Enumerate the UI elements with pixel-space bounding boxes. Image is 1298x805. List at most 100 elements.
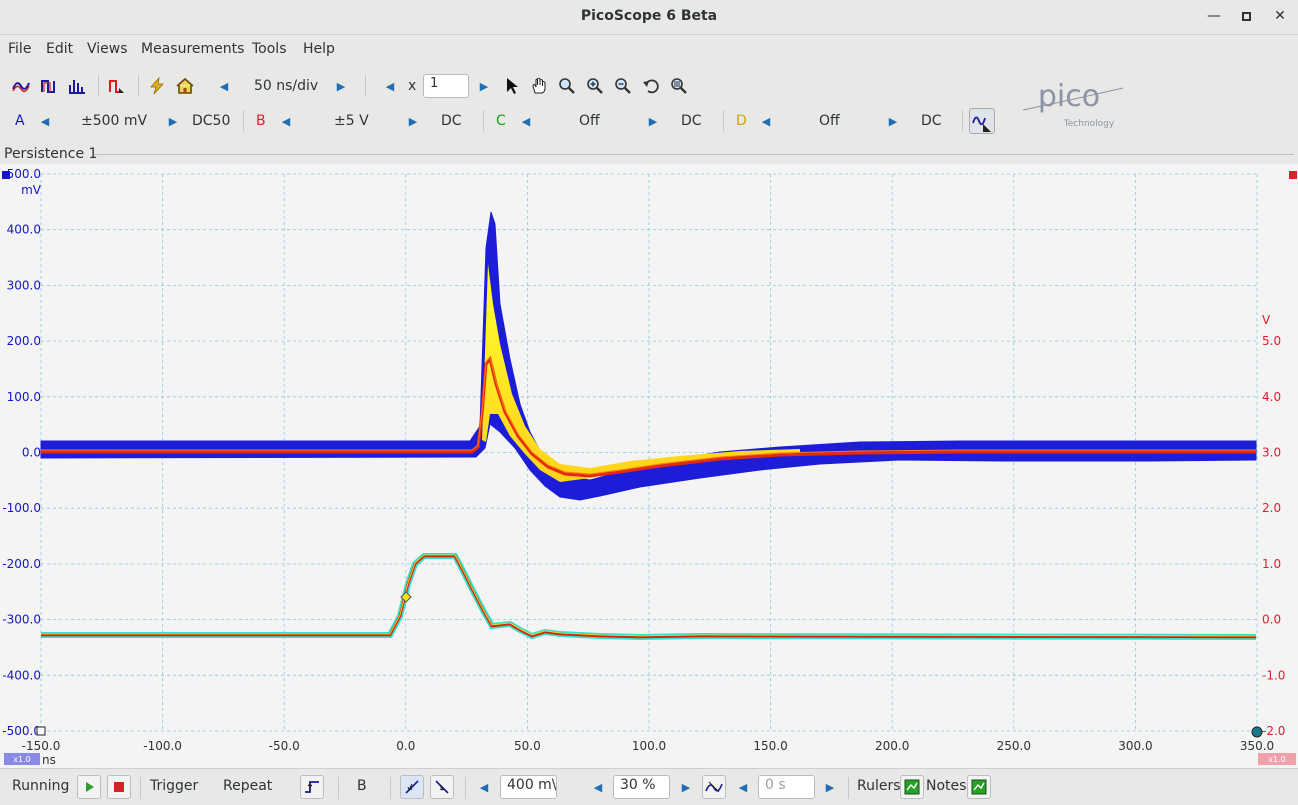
advanced-trigger-button[interactable]	[702, 775, 726, 799]
persistence-plot[interactable]: 500.0 400.0 300.0 200.0 100.0 0.0 -100.0 -200.0…	[0, 164, 1298, 768]
channel-d-range[interactable]: Off	[819, 113, 840, 129]
menu-edit[interactable]: Edit	[46, 41, 74, 57]
channel-b-range-increase-arrow[interactable]: ▶	[408, 115, 418, 128]
channel-c-range-decrease-arrow[interactable]: ◀	[521, 115, 531, 128]
minimize-button[interactable]: —	[1207, 8, 1221, 24]
left-axis: 500.0 400.0 300.0 200.0 100.0 0.0 -100.0 -200.0…	[2, 167, 41, 738]
channel-c-range[interactable]: Off	[579, 113, 600, 129]
time-ruler-handle-right[interactable]	[1251, 726, 1263, 738]
left-tick-label: 300.0	[7, 278, 41, 292]
channel-toolbar: A ◀ ±500 mV ▶ DC50( B ◀ ±5 V ▶ DC C ◀ Of…	[0, 104, 1000, 138]
channel-b-range[interactable]: ±5 V	[334, 113, 369, 129]
plot-area[interactable]: 500.0 400.0 300.0 200.0 100.0 0.0 -100.0 -200.0…	[0, 164, 1298, 768]
right-tick-label: -2.0	[1262, 724, 1285, 738]
view-tab-label[interactable]: Persistence 1	[4, 146, 98, 162]
time-ruler-handle[interactable]	[36, 726, 46, 736]
right-tick-label: -1.0	[1262, 668, 1285, 682]
left-scale-badge[interactable]	[4, 753, 40, 765]
pointer-tool-icon[interactable]	[503, 77, 521, 95]
trigger-level-input[interactable]: 400 m\	[500, 775, 557, 799]
pico-technology-logo: pico Technology	[1022, 79, 1124, 129]
scope-mode-icon[interactable]	[12, 77, 30, 95]
zoom-decrease-arrow[interactable]: ◀	[385, 80, 395, 93]
channel-options-button[interactable]	[969, 108, 995, 134]
trigger-type-button[interactable]	[300, 775, 324, 799]
channel-b-label[interactable]: B	[256, 113, 266, 129]
zoom-in-icon[interactable]	[586, 77, 604, 95]
lightning-icon[interactable]	[148, 77, 166, 95]
channel-d-range-decrease-arrow[interactable]: ◀	[761, 115, 771, 128]
channel-b-range-decrease-arrow[interactable]: ◀	[281, 115, 291, 128]
menu-file[interactable]: File	[8, 41, 32, 57]
trigger-channel[interactable]: B	[357, 778, 367, 794]
notes-icon	[971, 779, 987, 795]
time-tick-label: 0.0	[396, 739, 415, 753]
menu-views[interactable]: Views	[87, 41, 128, 57]
capture-toolbar: ◀ 50 ns/div ▶ ◀ x 1 ▶	[0, 68, 1000, 104]
spectrum-mode-icon[interactable]	[68, 77, 86, 95]
home-icon[interactable]	[176, 77, 194, 95]
view-tab-header: Persistence 1	[0, 146, 1298, 164]
trigger-level-decrease-arrow[interactable]: ◀	[479, 781, 489, 794]
menu-measurements[interactable]: Measurements	[141, 41, 245, 57]
channel-a-offset-handle[interactable]	[2, 171, 10, 179]
rulers-button[interactable]	[900, 775, 924, 799]
channel-a-coupling[interactable]: DC50(	[192, 113, 230, 129]
pretrigger-input[interactable]: 30 %	[613, 775, 670, 799]
notes-button[interactable]	[967, 775, 991, 799]
zoom-out-icon[interactable]	[614, 77, 632, 95]
zoom-increase-arrow[interactable]: ▶	[479, 80, 489, 93]
time-tick-label: 100.0	[632, 739, 666, 753]
toolbar-separator	[962, 110, 963, 132]
hand-tool-icon[interactable]	[530, 77, 548, 95]
channel-a-range-decrease-arrow[interactable]: ◀	[40, 115, 50, 128]
menu-tools[interactable]: Tools	[252, 41, 287, 57]
time-axis: -150.0 -100.0 -50.0 0.0 50.0 100.0 150.0 200.0 2…	[22, 739, 1275, 753]
channel-d-coupling[interactable]: DC	[921, 113, 942, 129]
timebase-increase-arrow[interactable]: ▶	[336, 80, 346, 93]
status-separator	[848, 777, 849, 799]
undo-zoom-icon[interactable]	[642, 77, 660, 95]
pretrigger-decrease-arrow[interactable]: ◀	[593, 781, 603, 794]
falling-trigger-button[interactable]	[430, 775, 454, 799]
channel-b-coupling[interactable]: DC	[441, 113, 462, 129]
timebase-value[interactable]: 50 ns/div	[254, 78, 319, 94]
time-tick-label: -50.0	[269, 739, 300, 753]
persistence-mode-icon[interactable]	[40, 77, 58, 95]
trigger-delay-input[interactable]: 0 s	[758, 775, 815, 799]
left-scale-badge-text: x1.0	[13, 755, 30, 764]
channel-d-label[interactable]: D	[736, 113, 747, 129]
menu-help[interactable]: Help	[303, 41, 335, 57]
right-tick-label: 2.0	[1262, 501, 1281, 515]
start-button[interactable]	[77, 775, 101, 799]
zoom-input[interactable]: 1	[423, 74, 469, 98]
channel-d-range-increase-arrow[interactable]: ▶	[888, 115, 898, 128]
logo-swoosh	[1022, 87, 1124, 111]
channel-c-range-increase-arrow[interactable]: ▶	[648, 115, 658, 128]
delay-increase-arrow[interactable]: ▶	[825, 781, 835, 794]
pretrigger-increase-arrow[interactable]: ▶	[681, 781, 691, 794]
channel-a-label[interactable]: A	[15, 113, 25, 129]
channel-a-range[interactable]: ±500 mV	[81, 113, 148, 129]
time-tick-label: -150.0	[22, 739, 61, 753]
trigger-mode[interactable]: Repeat	[223, 778, 273, 794]
rising-trigger-button[interactable]	[400, 775, 424, 799]
channel-b-offset-handle[interactable]	[1289, 171, 1297, 179]
timebase-decrease-arrow[interactable]: ◀	[219, 80, 229, 93]
right-scale-badge[interactable]	[1258, 753, 1296, 765]
channel-c-coupling[interactable]: DC	[681, 113, 702, 129]
channel-a-range-increase-arrow[interactable]: ▶	[168, 115, 178, 128]
delay-decrease-arrow[interactable]: ◀	[738, 781, 748, 794]
zoom-marquee-icon[interactable]	[558, 77, 576, 95]
channel-c-label[interactable]: C	[496, 113, 506, 129]
trigger-marker[interactable]	[400, 591, 412, 603]
zoom-fit-icon[interactable]	[670, 77, 688, 95]
stop-button[interactable]	[107, 775, 131, 799]
status-separator	[465, 777, 466, 799]
toolbar-separator	[138, 75, 139, 97]
signal-generator-icon[interactable]	[108, 77, 126, 95]
left-tick-label: 200.0	[7, 334, 41, 348]
time-tick-label: 250.0	[997, 739, 1031, 753]
close-button[interactable]: ✕	[1274, 8, 1286, 24]
maximize-button[interactable]	[1236, 8, 1256, 26]
